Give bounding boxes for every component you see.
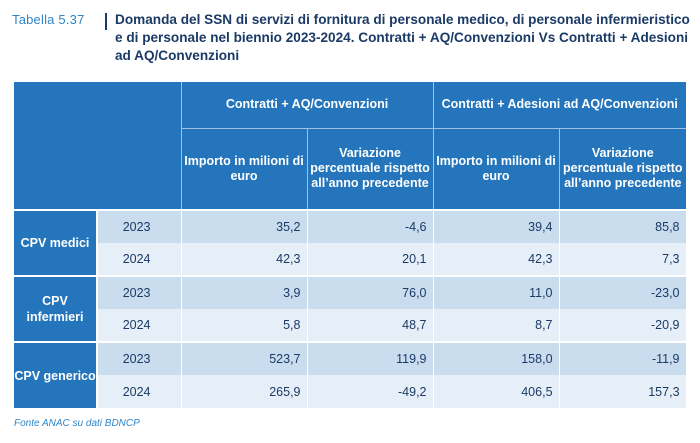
table-row: CPV medici 2023 35,2 -4,6 39,4 85,8	[14, 209, 687, 276]
table-row: CPV generico 2023 523,7 119,9 158,0 -11,…	[14, 341, 687, 408]
value-cell: 119,9	[307, 341, 434, 375]
group-header-adesioni: Contratti + Adesioni ad AQ/Convenzioni	[433, 82, 687, 129]
table-row: 2024 42,3 20,1 42,3 7,3	[14, 243, 687, 276]
source-note: Fonte ANAC su dati BDNCP	[14, 418, 140, 429]
table-row: 2024 265,9 -49,2 406,5 157,3	[14, 375, 687, 408]
header-corner	[14, 82, 181, 210]
value-cell: 406,5	[433, 375, 560, 408]
value-cell: 157,3	[559, 375, 687, 408]
value-cell: -23,0	[559, 275, 687, 309]
data-table: Contratti + AQ/Convenzioni Contratti + A…	[14, 82, 687, 408]
table-number: Tabella 5.37	[12, 12, 85, 27]
value-cell: 48,7	[307, 309, 434, 342]
value-cell: 8,7	[433, 309, 560, 342]
value-cell: -4,6	[307, 209, 434, 243]
value-cell: -20,9	[559, 309, 687, 342]
year-cell: 2024	[97, 243, 182, 276]
value-cell: 3,9	[181, 275, 308, 309]
table-row: CPV infermieri 2023 3,9 76,0 11,0 -23,0	[14, 275, 687, 342]
subheader-variazione: Variazione percentuale rispetto all’anno…	[307, 128, 434, 210]
value-cell: 7,3	[559, 243, 687, 276]
subheader-variazione: Variazione percentuale rispetto all’anno…	[559, 128, 687, 210]
value-cell: -11,9	[559, 341, 687, 375]
category-label: CPV infermieri	[14, 275, 98, 342]
year-cell: 2024	[97, 309, 182, 342]
value-cell: 20,1	[307, 243, 434, 276]
value-cell: 39,4	[433, 209, 560, 243]
value-cell: 265,9	[181, 375, 308, 408]
value-cell: 76,0	[307, 275, 434, 309]
year-cell: 2024	[97, 375, 182, 408]
subheader-importo: Importo in milioni di euro	[180, 128, 308, 210]
value-cell: 158,0	[433, 341, 560, 375]
value-cell: 85,8	[559, 209, 687, 243]
table-row: 2024 5,8 48,7 8,7 -20,9	[14, 309, 687, 342]
group-header-contratti: Contratti + AQ/Convenzioni	[180, 82, 434, 129]
year-cell: 2023	[97, 209, 182, 243]
value-cell: 42,3	[433, 243, 560, 276]
value-cell: 523,7	[181, 341, 308, 375]
value-cell: -49,2	[307, 375, 434, 408]
year-cell: 2023	[97, 341, 182, 375]
category-label: CPV generico	[14, 341, 98, 408]
table-title: Domanda del SSN di servizi di fornitura …	[115, 12, 690, 63]
value-cell: 11,0	[433, 275, 560, 309]
caption-divider	[105, 13, 107, 30]
value-cell: 35,2	[181, 209, 308, 243]
table-caption: Tabella 5.37 Domanda del SSN di servizi …	[12, 10, 692, 70]
value-cell: 5,8	[181, 309, 308, 342]
value-cell: 42,3	[181, 243, 308, 276]
category-label: CPV medici	[14, 209, 98, 276]
subheader-importo: Importo in milioni di euro	[433, 128, 560, 210]
year-cell: 2023	[97, 275, 182, 309]
